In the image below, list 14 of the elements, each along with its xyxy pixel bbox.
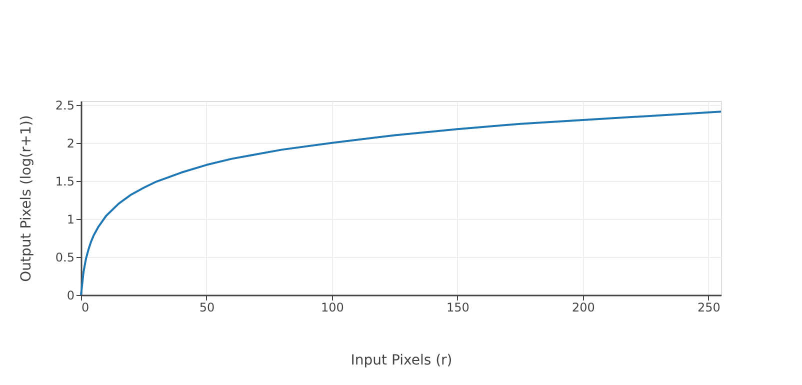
y-tick-label: 2.5 bbox=[55, 98, 74, 112]
x-tick-label: 150 bbox=[446, 300, 470, 314]
x-tick-label: 50 bbox=[199, 300, 215, 314]
x-tick-label: 0 bbox=[82, 300, 90, 314]
x-tick-label: 250 bbox=[698, 300, 720, 314]
y-axis-title: Output Pixels (log(r+1)) bbox=[18, 115, 34, 282]
y-tick-label: 2 bbox=[66, 136, 74, 150]
x-tick-label: 200 bbox=[572, 300, 595, 314]
x-tick-label: 100 bbox=[321, 300, 344, 314]
y-tick-label: 0 bbox=[66, 288, 74, 302]
y-tick-label: 1 bbox=[66, 212, 74, 226]
x-axis-title: Input Pixels (r) bbox=[350, 352, 452, 368]
y-tick-label: 1.5 bbox=[55, 174, 74, 188]
y-tick-label: 0.5 bbox=[55, 250, 74, 264]
